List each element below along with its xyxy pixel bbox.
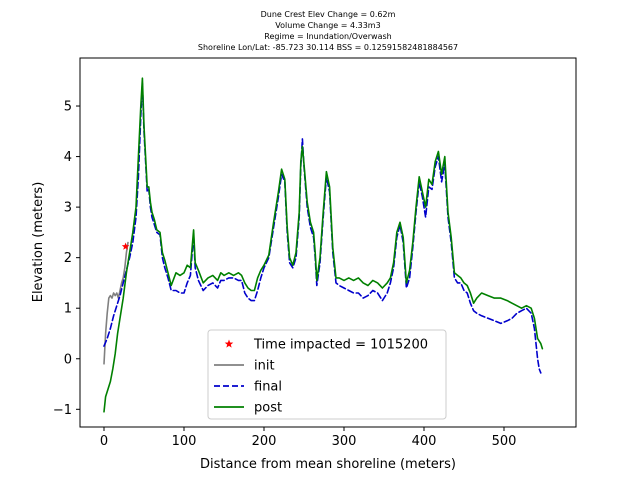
chart-title-line: Regime = Inundation/Overwash — [264, 32, 391, 41]
x-axis-label: Distance from mean shoreline (meters) — [200, 457, 456, 472]
y-tick-label: 0 — [64, 352, 72, 367]
legend-label-time-impacted: Time impacted = 1015200 — [253, 338, 428, 353]
series-line-init — [103, 241, 129, 365]
time-impacted-marker — [121, 242, 130, 250]
legend: Time impacted = 1015200 init final post — [207, 329, 447, 420]
x-tick-label: 0 — [100, 434, 108, 449]
y-tick-label: 3 — [64, 201, 72, 216]
chart-title-line: Dune Crest Elev Change = 0.62m — [261, 10, 396, 19]
legend-label-final: final — [254, 380, 282, 395]
y-tick-label: 1 — [64, 302, 72, 317]
x-tick-label: 300 — [332, 434, 357, 449]
x-tick-label: 500 — [492, 434, 517, 449]
series-line-post — [103, 77, 544, 413]
plot-frame — [79, 57, 577, 428]
marker-layer — [121, 242, 130, 250]
x-tick-label: 400 — [412, 434, 437, 449]
y-tick-label: −1 — [53, 403, 72, 418]
y-axis-label: Elevation (meters) — [31, 182, 46, 303]
chart-title-line: Shoreline Lon/Lat: -85.723 30.114 BSS = … — [198, 43, 458, 52]
y-axis: −1 0 1 2 3 4 5 — [53, 100, 80, 418]
x-tick-label: 100 — [172, 434, 197, 449]
y-tick-label: 4 — [64, 150, 72, 165]
chart-title: Dune Crest Elev Change = 0.62m Volume Cha… — [198, 10, 458, 52]
legend-label-post: post — [254, 401, 282, 416]
series-layer — [103, 77, 544, 413]
legend-box — [207, 329, 447, 420]
x-tick-label: 200 — [252, 434, 277, 449]
chart-title-line: Volume Change = 4.33m3 — [275, 21, 380, 30]
y-tick-label: 5 — [64, 100, 72, 115]
legend-swatch-time-impacted — [224, 339, 234, 348]
legend-label-init: init — [254, 359, 275, 374]
x-axis: 0 100 200 300 400 500 — [100, 427, 517, 449]
y-tick-label: 2 — [64, 251, 72, 266]
